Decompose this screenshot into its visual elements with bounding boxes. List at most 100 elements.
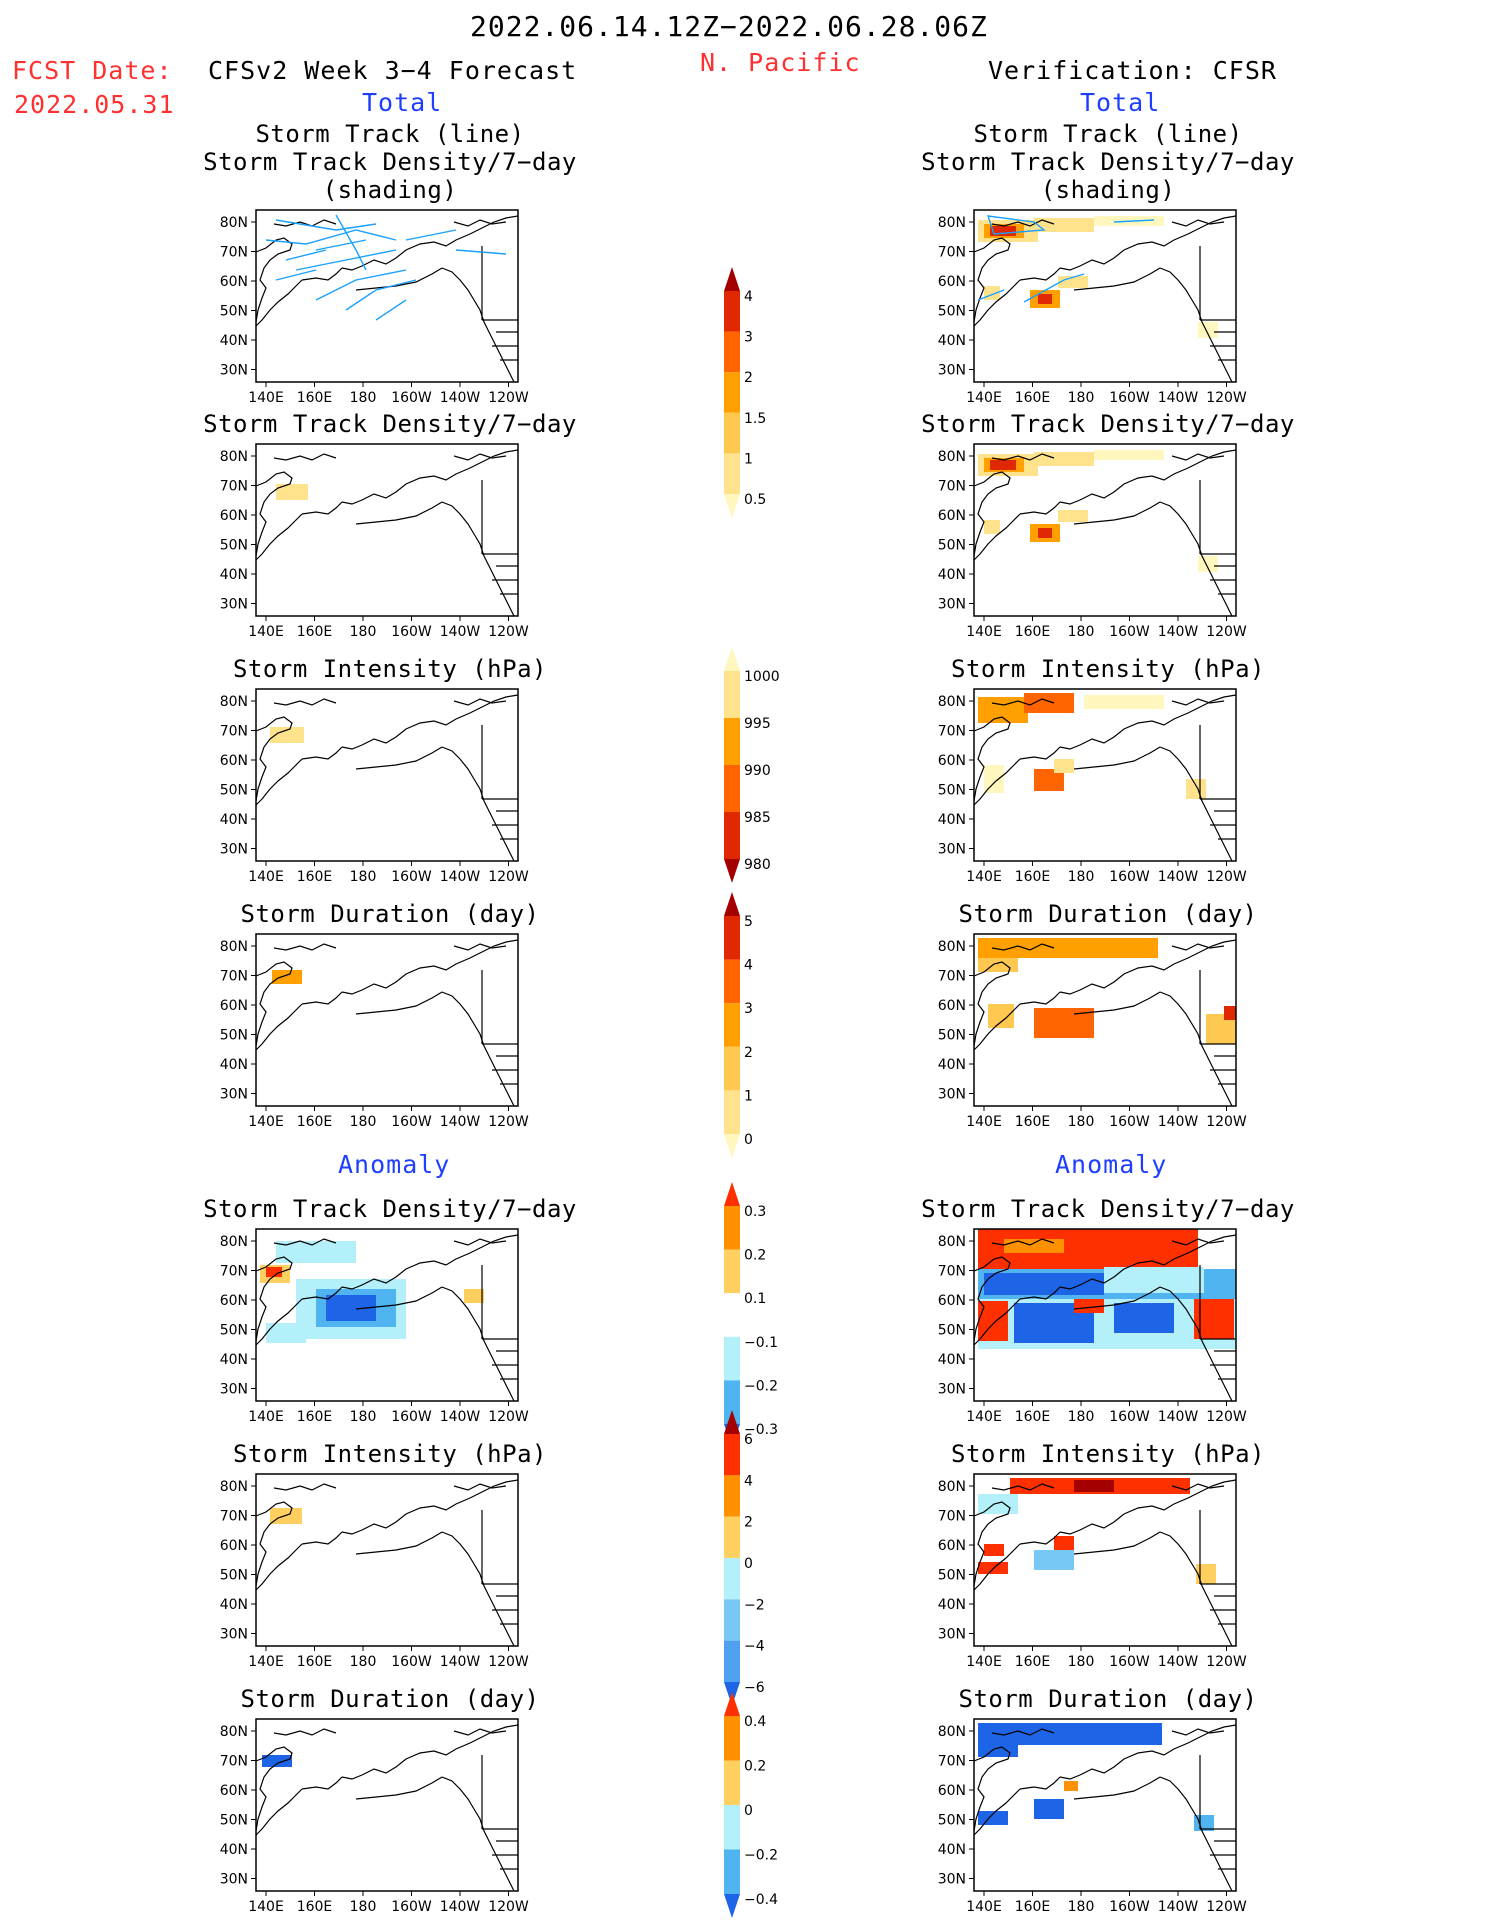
shaded-cell (1186, 779, 1206, 799)
coastline (1171, 1728, 1225, 1736)
coastline (973, 513, 1021, 561)
lat-tick-label: 70N (938, 724, 966, 740)
coastline (301, 267, 343, 281)
coastline (273, 1483, 337, 1491)
coastline (341, 449, 519, 505)
panel-title: Storm Intensity (hPa) (951, 1440, 1265, 1468)
shaded-cell (1084, 695, 1164, 709)
shaded-cell (978, 938, 1158, 958)
colorbar-segment (724, 1336, 740, 1381)
coastline (255, 279, 303, 327)
colorbar-label: 0.4 (744, 1714, 766, 1730)
lon-tick-label: 120W (488, 390, 529, 406)
lat-tick-label: 60N (220, 508, 248, 524)
lon-tick-label: 160E (1015, 624, 1051, 640)
colorbar-arrow-top (724, 1182, 740, 1206)
shaded-cell (1194, 1815, 1214, 1831)
colorbar-segment (724, 291, 740, 332)
lon-tick-label: 140E (966, 869, 1002, 885)
colorbar-label: 990 (744, 763, 771, 779)
shaded-cell (988, 1004, 1014, 1028)
shaded-cell (978, 697, 1028, 723)
colorbar-label: 4 (744, 289, 753, 305)
coastline (355, 1286, 443, 1310)
colorbar-label: 1000 (744, 669, 780, 685)
storm-track-line (265, 229, 397, 245)
lat-tick-label: 80N (938, 1724, 966, 1740)
colorbar-segment (724, 1380, 740, 1424)
lon-tick-label: 140W (440, 1899, 481, 1915)
colorbar-label: 6 (744, 1432, 753, 1448)
lon-tick-label: 180 (350, 1654, 377, 1670)
shaded-cell (984, 765, 1004, 793)
lon-tick-label: 160W (391, 869, 432, 885)
lat-tick-label: 30N (220, 597, 248, 613)
panel-track-forecast: Storm Track (line) Storm Track Density/7−… (130, 120, 650, 409)
coastline (991, 698, 1055, 706)
colorbar-segment (724, 765, 740, 812)
shaded-cell (1034, 452, 1094, 466)
map-frame (973, 1228, 1237, 1402)
right-total-label: Total (1080, 88, 1161, 117)
lat-tick-label: 40N (938, 812, 966, 828)
colorbar-segment (724, 412, 740, 454)
colorbar-label: 2 (744, 1515, 753, 1531)
coastline (973, 1788, 1021, 1836)
lat-tick-label: 50N (220, 1813, 248, 1829)
coastline (973, 1501, 1011, 1587)
coastline (441, 1531, 515, 1647)
colorbar-intensity: 1000 995 990 985 980 (724, 647, 780, 883)
lat-tick-label: 50N (938, 1323, 966, 1339)
lat-tick-label: 50N (938, 304, 966, 320)
lon-tick-label: 140W (440, 1409, 481, 1425)
coastline (255, 1298, 303, 1346)
lon-tick-label: 180 (1068, 1409, 1095, 1425)
colorbar-anom_duration: 0.4 0.2 0 −0.2 −0.4 (724, 1692, 778, 1918)
colorbar-segment (724, 1558, 740, 1600)
shaded-cell (270, 727, 304, 743)
lat-tick-label: 60N (220, 1538, 248, 1554)
shaded-cell (270, 1508, 302, 1524)
coastline (341, 215, 519, 271)
coastline (1073, 1286, 1161, 1310)
coastline (273, 453, 337, 461)
coastline (1159, 1531, 1233, 1647)
lon-tick-label: 180 (350, 1114, 377, 1130)
shaded-cell (990, 460, 1016, 470)
map-frame (255, 1228, 519, 1402)
lat-tick-label: 50N (220, 1323, 248, 1339)
colorbar-density: 4 3 2 1.5 1 0.5 (724, 267, 766, 518)
lon-tick-label: 140W (1158, 1899, 1199, 1915)
map-frame (255, 1473, 519, 1647)
coastline (453, 1483, 507, 1491)
coastline (1159, 501, 1233, 617)
lat-tick-label: 80N (220, 449, 248, 465)
fcst-date-value: 2022.05.31 (14, 90, 175, 119)
lon-tick-label: 160W (391, 1409, 432, 1425)
coastline (973, 279, 1021, 327)
lon-tick-label: 160E (1015, 1654, 1051, 1670)
lon-tick-label: 140W (1158, 1654, 1199, 1670)
coastline (355, 501, 443, 525)
storm-track-line (455, 249, 507, 255)
coastline (441, 267, 515, 383)
coastline (255, 237, 293, 323)
region-title: N. Pacific (700, 48, 861, 77)
lat-tick-label: 40N (220, 1842, 248, 1858)
coastline (1059, 1234, 1237, 1290)
coastline (341, 1234, 519, 1290)
shaded-cell (978, 1743, 1018, 1757)
lon-tick-label: 120W (488, 1114, 529, 1130)
lon-tick-label: 160W (391, 1114, 432, 1130)
panel-title: Storm Track Density/7−day (203, 1195, 577, 1223)
coastline (1073, 1531, 1161, 1555)
lat-tick-label: 30N (220, 1087, 248, 1103)
coastline (1171, 453, 1225, 461)
lat-tick-label: 80N (220, 939, 248, 955)
panel-duration-forecast: Storm Duration (day) 80N 70N 60N 50N 40N 30N 14… (130, 900, 650, 1133)
lat-tick-label: 50N (220, 538, 248, 554)
